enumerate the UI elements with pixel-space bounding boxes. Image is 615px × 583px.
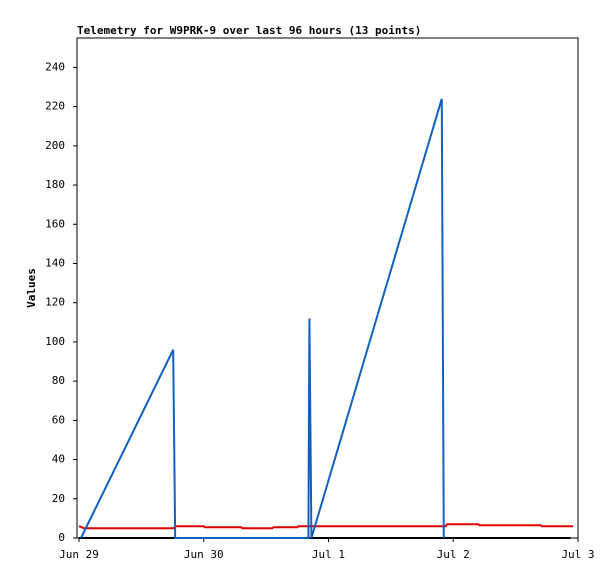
x-tick-label: Jul 2 — [437, 548, 470, 561]
x-tick-label: Jun 29 — [59, 548, 99, 561]
x-tick-label: Jul 3 — [561, 548, 594, 561]
y-tick-label: 180 — [45, 178, 65, 191]
y-tick-label: 160 — [45, 217, 65, 230]
series-line — [80, 98, 445, 539]
plot-frame — [76, 37, 579, 539]
y-tick-label: 40 — [52, 453, 65, 466]
y-tick-label: 140 — [45, 256, 65, 269]
series-line — [78, 523, 574, 530]
y-axis-label: Values — [25, 268, 38, 308]
y-tick-label: 0 — [58, 531, 65, 544]
x-tick-label: Jul 1 — [312, 548, 345, 561]
x-tick-label: Jun 30 — [184, 548, 224, 561]
y-tick-label: 100 — [45, 335, 65, 348]
y-tick-label: 120 — [45, 296, 65, 309]
chart-title: Telemetry for W9PRK-9 over last 96 hours… — [77, 24, 421, 37]
y-tick-label: 240 — [45, 60, 65, 73]
y-tick-label: 80 — [52, 374, 65, 387]
y-tick-label: 220 — [45, 100, 65, 113]
y-tick-label: 200 — [45, 139, 65, 152]
y-tick-label: 60 — [52, 413, 65, 426]
y-tick-label: 20 — [52, 492, 65, 505]
